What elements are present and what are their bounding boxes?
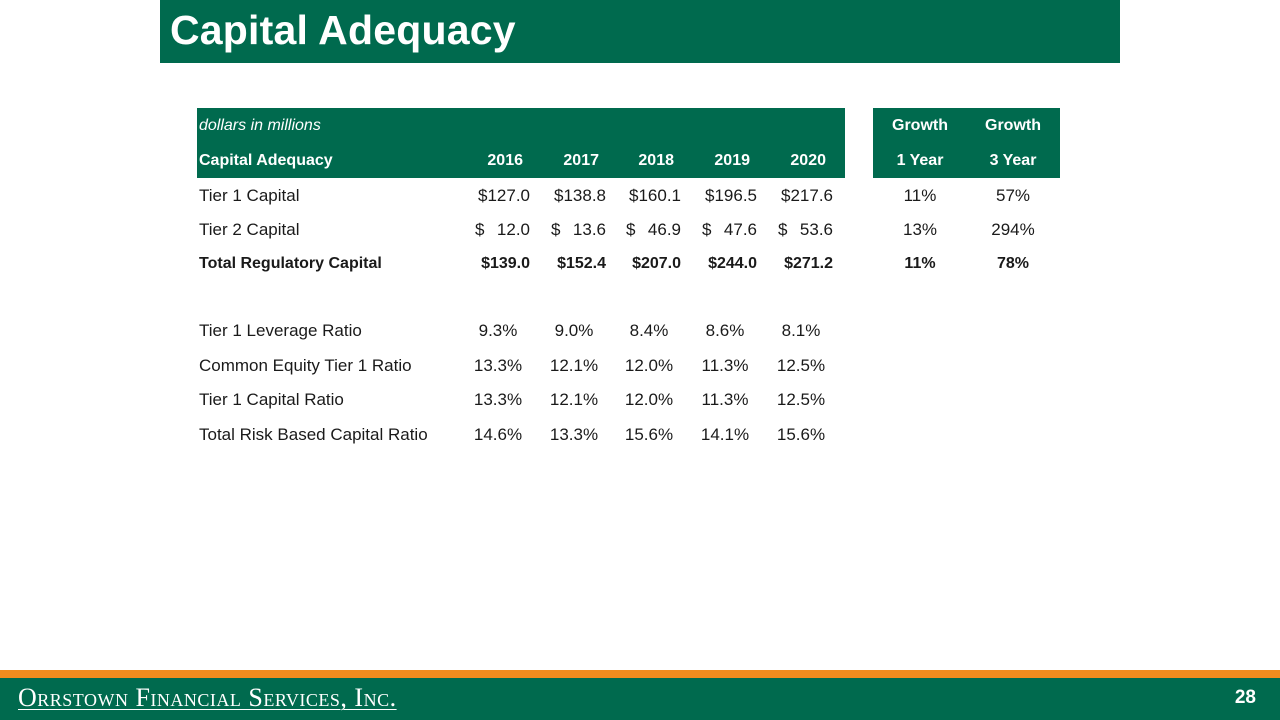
table-cell: 11% xyxy=(904,255,936,272)
company-logo: Orrstown Financial Services, Inc. xyxy=(18,683,397,712)
table-cell: 8.4% xyxy=(629,321,669,340)
table-cell: $196.5 xyxy=(705,186,757,205)
title-bar: Capital Adequacy xyxy=(160,0,1120,63)
table-cell: 15.6% xyxy=(776,425,826,444)
table-cell: 13.3% xyxy=(549,425,599,444)
dollar-sign: $ xyxy=(702,220,712,239)
table-cell: 12.5% xyxy=(776,356,826,375)
table-cell: $127.0 xyxy=(478,186,530,205)
row-header-label: Capital Adequacy xyxy=(199,152,333,169)
table-cell: 8.6% xyxy=(705,321,745,340)
dollar-sign: $ xyxy=(551,220,561,239)
table-cell: 15.6% xyxy=(624,425,674,444)
year-header-2016: 2016 xyxy=(487,152,523,169)
table-cell: 57% xyxy=(995,186,1031,205)
table-cell: $207.0 xyxy=(632,255,681,272)
cell-value: 12.0 xyxy=(496,220,530,239)
row-label-tier1-capital: Tier 1 Capital xyxy=(199,186,300,205)
table-cell: 12.0% xyxy=(624,356,674,375)
units-note: dollars in millions xyxy=(199,117,321,134)
table-cell: 13.3% xyxy=(473,390,523,409)
dollar-sign: $ xyxy=(626,220,636,239)
row-label-total-regulatory-capital: Total Regulatory Capital xyxy=(199,255,382,272)
footer-bar xyxy=(0,678,1280,720)
table-cell: $53.6 xyxy=(778,220,833,240)
table-cell: 14.1% xyxy=(700,425,750,444)
row-label-tier1-capital-ratio: Tier 1 Capital Ratio xyxy=(199,390,344,409)
dollar-sign: $ xyxy=(475,220,485,239)
table-cell: 8.1% xyxy=(781,321,821,340)
year-header-2020: 2020 xyxy=(790,152,826,169)
year-header-2018: 2018 xyxy=(638,152,674,169)
table-cell: $138.8 xyxy=(554,186,606,205)
table-cell: 12.1% xyxy=(549,356,599,375)
table-cell: $244.0 xyxy=(708,255,757,272)
year-header-2019: 2019 xyxy=(714,152,750,169)
table-cell: $139.0 xyxy=(481,255,530,272)
table-cell: $271.2 xyxy=(784,255,833,272)
table-cell: 78% xyxy=(996,255,1030,272)
table-cell: $160.1 xyxy=(629,186,681,205)
cell-value: 46.9 xyxy=(647,220,681,239)
table-cell: 11.3% xyxy=(701,356,749,375)
growth-header-band xyxy=(873,108,1060,178)
table-cell: $217.6 xyxy=(781,186,833,205)
table-cell: $47.6 xyxy=(702,220,757,240)
table-cell: 12.0% xyxy=(624,390,674,409)
table-cell: 9.3% xyxy=(478,321,518,340)
table-cell: 12.1% xyxy=(549,390,599,409)
page-title: Capital Adequacy xyxy=(170,7,516,53)
dollar-sign: $ xyxy=(778,220,788,239)
growth-3yr-header-top: Growth xyxy=(985,117,1041,134)
table-cell: 11% xyxy=(903,186,937,205)
growth-1yr-header-bottom: 1 Year xyxy=(896,152,944,169)
row-label-tier2-capital: Tier 2 Capital xyxy=(199,220,300,239)
table-cell: $152.4 xyxy=(557,255,606,272)
table-cell: 13.3% xyxy=(473,356,523,375)
growth-1yr-header-top: Growth xyxy=(892,117,948,134)
table-cell: 14.6% xyxy=(473,425,523,444)
growth-3yr-header-bottom: 3 Year xyxy=(989,152,1037,169)
table-cell: 11.3% xyxy=(701,390,749,409)
cell-value: 53.6 xyxy=(799,220,833,239)
table-cell: 13% xyxy=(902,220,938,239)
cell-value: 47.6 xyxy=(723,220,757,239)
table-cell: $12.0 xyxy=(475,220,530,240)
table-cell: 294% xyxy=(991,220,1035,239)
footer-accent-stripe xyxy=(0,670,1280,678)
table-cell: $46.9 xyxy=(626,220,681,240)
row-label-total-risk-based-capital-ratio: Total Risk Based Capital Ratio xyxy=(199,425,428,444)
table-cell: 9.0% xyxy=(554,321,594,340)
page-number: 28 xyxy=(1234,687,1256,708)
table-cell: 12.5% xyxy=(776,390,826,409)
table-header-band xyxy=(197,108,845,178)
row-label-cet1-ratio: Common Equity Tier 1 Ratio xyxy=(199,356,412,375)
year-header-2017: 2017 xyxy=(563,152,599,169)
cell-value: 13.6 xyxy=(572,220,606,239)
row-label-tier1-leverage-ratio: Tier 1 Leverage Ratio xyxy=(199,321,362,340)
table-cell: $13.6 xyxy=(551,220,606,240)
